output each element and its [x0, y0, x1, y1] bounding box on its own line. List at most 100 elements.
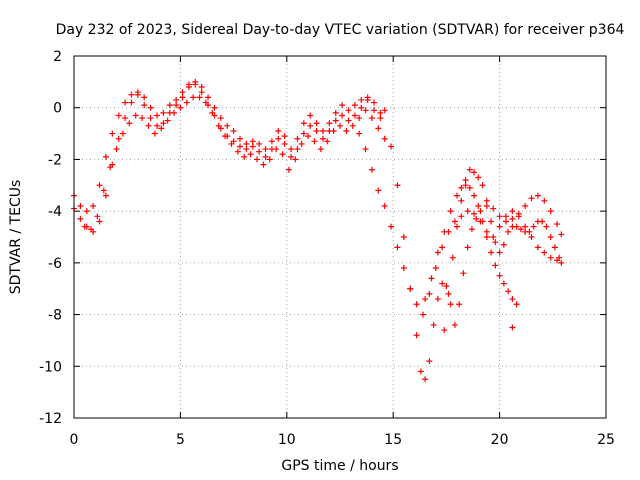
data-point: [192, 78, 199, 85]
y-tick-label: 0: [53, 101, 62, 117]
data-point: [434, 249, 441, 256]
data-point: [479, 218, 486, 225]
data-point: [419, 311, 426, 318]
data-point: [307, 122, 314, 129]
data-point: [458, 213, 465, 220]
y-tick-label: -8: [48, 308, 62, 324]
data-point: [102, 192, 109, 199]
data-point: [236, 143, 243, 150]
data-point: [109, 130, 116, 137]
data-point: [526, 228, 533, 235]
data-point: [381, 202, 388, 209]
data-point: [377, 109, 384, 116]
y-tick-label: -12: [39, 411, 62, 427]
data-point: [185, 81, 192, 88]
data-point: [171, 109, 178, 116]
data-point: [77, 215, 84, 222]
data-point: [102, 153, 109, 160]
data-point: [147, 115, 154, 122]
data-point: [394, 244, 401, 251]
grid-lines: [74, 56, 606, 418]
data-point: [454, 223, 461, 230]
data-point: [449, 254, 456, 261]
data-point: [496, 249, 503, 256]
data-point: [558, 231, 565, 238]
data-point: [230, 127, 237, 134]
data-point: [126, 120, 133, 127]
data-point: [256, 148, 263, 155]
series-satellite-track-e: [381, 107, 565, 383]
data-point: [362, 107, 369, 114]
data-point: [288, 153, 295, 160]
data-point: [243, 146, 250, 153]
data-point: [407, 285, 414, 292]
data-point: [122, 99, 129, 106]
data-point: [426, 358, 433, 365]
data-point: [281, 140, 288, 147]
data-point: [153, 112, 160, 119]
data-point: [477, 208, 484, 215]
data-point: [145, 122, 152, 129]
data-point: [479, 182, 486, 189]
data-point: [443, 283, 450, 290]
data-point: [445, 290, 452, 297]
y-axis-label: SDTVAR / TECUs: [8, 180, 24, 295]
data-point: [343, 127, 350, 134]
data-point: [288, 146, 295, 153]
data-point: [266, 156, 273, 163]
data-point: [428, 275, 435, 282]
series-satellite-track-b: [71, 78, 384, 215]
data-point: [292, 156, 299, 163]
data-point: [451, 218, 458, 225]
data-point: [483, 228, 490, 235]
data-point: [166, 102, 173, 109]
data-point: [173, 102, 180, 109]
data-point: [509, 296, 516, 303]
series-satellite-track-g: [441, 166, 563, 334]
data-point: [215, 122, 222, 129]
data-point: [534, 244, 541, 251]
series-satellite-track-c: [81, 94, 388, 233]
data-point: [139, 115, 146, 122]
data-point: [528, 234, 535, 240]
data-point: [426, 290, 433, 297]
data-point: [500, 241, 507, 248]
data-point: [439, 280, 446, 287]
data-point: [388, 223, 395, 230]
data-point: [513, 223, 520, 230]
data-point: [358, 104, 365, 111]
data-point: [368, 166, 375, 173]
series-isolated-point: [509, 324, 516, 331]
data-point: [381, 107, 388, 114]
data-point: [345, 117, 352, 124]
data-point: [228, 140, 235, 147]
series-satellite-track-d: [356, 130, 565, 318]
plot-frame: [73, 55, 607, 419]
data-point: [234, 148, 241, 155]
data-point: [509, 324, 516, 331]
data-point: [256, 140, 263, 147]
series-satellite-track-a: [71, 81, 384, 235]
data-point: [285, 166, 292, 173]
data-point: [115, 112, 122, 119]
data-point: [509, 215, 516, 222]
data-point: [362, 146, 369, 153]
data-point: [81, 223, 88, 230]
data-point: [432, 265, 439, 272]
data-point: [241, 153, 248, 160]
data-point: [160, 109, 167, 116]
data-point: [496, 223, 503, 230]
chart-title: Day 232 of 2023, Sidereal Day-to-day VTE…: [56, 22, 625, 38]
data-point: [375, 125, 382, 132]
data-point: [279, 151, 286, 158]
data-point: [422, 376, 429, 383]
data-point: [439, 244, 446, 251]
data-point: [417, 368, 424, 375]
data-point: [556, 254, 563, 261]
data-point: [441, 228, 448, 235]
data-point: [471, 169, 478, 176]
data-point: [522, 202, 529, 209]
data-point: [356, 115, 363, 122]
data-point: [115, 135, 122, 142]
data-point: [262, 146, 269, 153]
